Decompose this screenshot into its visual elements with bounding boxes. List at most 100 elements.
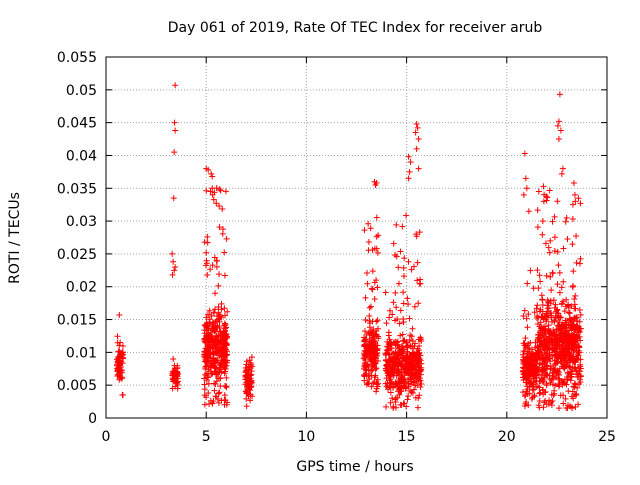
data-point <box>544 312 551 319</box>
data-point <box>540 354 547 361</box>
data-point <box>546 352 553 359</box>
data-point <box>530 381 537 388</box>
data-point <box>570 349 577 356</box>
data-point <box>525 402 532 409</box>
data-point <box>551 387 558 394</box>
data-point <box>559 329 566 336</box>
data-point <box>414 404 421 411</box>
data-point <box>208 170 215 177</box>
data-point <box>215 360 222 367</box>
data-point <box>116 312 123 319</box>
data-point <box>170 195 177 202</box>
data-point <box>567 370 574 377</box>
data-point <box>217 328 224 335</box>
data-point <box>414 277 421 284</box>
data-point <box>392 317 399 324</box>
data-points <box>114 82 584 412</box>
data-point <box>572 392 579 399</box>
data-point <box>386 314 393 321</box>
data-point <box>416 229 423 236</box>
data-point <box>373 385 380 392</box>
data-point <box>209 344 216 351</box>
y-tick-label: 0.045 <box>57 116 97 132</box>
y-tick-label: 0.05 <box>66 83 97 99</box>
x-axis-ticks: 0 5 10 15 20 25 <box>102 57 616 445</box>
data-point <box>401 255 408 262</box>
data-point <box>416 367 423 374</box>
data-point <box>415 300 422 307</box>
data-point <box>247 397 254 404</box>
data-point <box>539 361 546 368</box>
data-point <box>373 180 380 187</box>
data-point <box>218 361 225 368</box>
data-point <box>417 280 424 287</box>
data-point <box>215 339 222 346</box>
data-point <box>400 366 407 373</box>
plot-frame <box>105 56 608 419</box>
data-point <box>222 312 229 319</box>
y-tick-label: 0.03 <box>66 214 97 230</box>
data-point <box>560 400 567 407</box>
data-point <box>410 263 417 270</box>
data-point <box>559 165 566 172</box>
x-tick-label: 20 <box>498 429 516 445</box>
data-point <box>375 232 382 239</box>
data-point <box>219 226 226 233</box>
data-point <box>222 335 229 342</box>
data-point <box>545 244 552 251</box>
data-point <box>552 352 559 359</box>
data-point <box>553 332 560 339</box>
data-point <box>551 317 558 324</box>
data-point <box>541 191 548 198</box>
data-point <box>400 300 407 307</box>
data-point <box>416 356 423 363</box>
data-point <box>383 403 390 410</box>
data-point <box>549 369 556 376</box>
data-point <box>563 376 570 383</box>
data-point <box>212 319 219 326</box>
data-point <box>543 401 550 408</box>
data-point <box>536 377 543 384</box>
data-point <box>563 322 570 329</box>
data-point <box>247 391 254 398</box>
data-point <box>385 346 392 353</box>
data-point <box>171 362 178 369</box>
data-point <box>521 307 528 314</box>
data-point <box>564 236 571 243</box>
data-point <box>401 358 408 365</box>
data-point <box>400 337 407 344</box>
data-point <box>555 118 562 125</box>
data-point <box>549 269 556 276</box>
data-point <box>216 324 223 331</box>
data-point <box>209 191 216 198</box>
data-point <box>366 376 373 383</box>
data-point <box>396 369 403 376</box>
data-point <box>534 207 541 214</box>
data-point <box>369 268 376 275</box>
data-point <box>397 248 404 255</box>
data-point <box>224 351 231 358</box>
data-point <box>414 373 421 380</box>
data-point <box>203 377 210 384</box>
data-point <box>565 304 572 311</box>
data-point <box>205 311 212 318</box>
data-point <box>211 254 218 261</box>
data-point <box>398 348 405 355</box>
data-point <box>398 375 405 382</box>
data-point <box>524 280 531 287</box>
y-axis-ticks: 0 0.005 0.01 0.015 0.02 0.025 0.03 0.035 0.04 0.0… <box>57 50 607 427</box>
data-point <box>563 344 570 351</box>
data-point <box>219 331 226 338</box>
data-point <box>403 353 410 360</box>
data-point <box>203 358 210 365</box>
data-point <box>217 375 224 382</box>
data-point <box>418 381 425 388</box>
data-point <box>535 348 542 355</box>
data-point <box>368 303 375 310</box>
data-point <box>415 136 422 143</box>
data-point <box>204 272 211 279</box>
data-point <box>174 365 181 372</box>
data-point <box>216 224 223 231</box>
data-point <box>529 366 536 373</box>
